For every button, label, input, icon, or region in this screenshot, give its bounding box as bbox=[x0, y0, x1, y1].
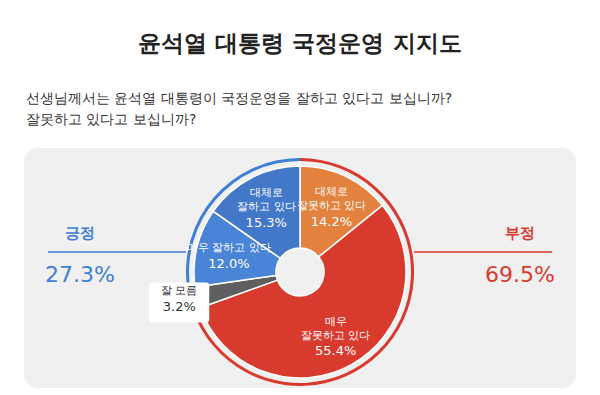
svg-text:대체로: 대체로 bbox=[250, 186, 283, 199]
html-text:잘못하고 있다고 보십니까?: 잘못하고 있다고 보십니까? bbox=[26, 111, 197, 127]
svg-text:긍정: 긍정 bbox=[65, 224, 95, 242]
svg-text:12.0%: 12.0% bbox=[208, 256, 249, 271]
svg-text:55.4%: 55.4% bbox=[315, 343, 356, 358]
svg-text:잘 모름: 잘 모름 bbox=[161, 284, 198, 297]
svg-text:매우: 매우 bbox=[325, 315, 347, 328]
html-text:윤석열 대통령 국정운영 지지도: 윤석열 대통령 국정운영 지지도 bbox=[138, 30, 462, 56]
svg-text:잘못하고 있다: 잘못하고 있다 bbox=[297, 199, 366, 212]
svg-text:15.3%: 15.3% bbox=[246, 215, 287, 230]
svg-text:매우 잘하고 있다: 매우 잘하고 있다 bbox=[187, 241, 271, 254]
svg-text:27.3%: 27.3% bbox=[45, 262, 115, 287]
svg-text:대체로: 대체로 bbox=[315, 185, 348, 198]
svg-text:잘하고 있다: 잘하고 있다 bbox=[237, 200, 295, 213]
svg-text:69.5%: 69.5% bbox=[485, 262, 555, 287]
svg-text:잘못하고 있다: 잘못하고 있다 bbox=[301, 329, 371, 342]
html-text:선생님께서는 윤석열 대통령이 국정운영을 잘하고 있다고: 선생님께서는 윤석열 대통령이 국정운영을 잘하고 있다고 보십니까? bbox=[26, 90, 453, 106]
svg-text:14.2%: 14.2% bbox=[311, 214, 352, 229]
svg-text:부정: 부정 bbox=[505, 224, 535, 242]
svg-text:3.2%: 3.2% bbox=[163, 299, 196, 314]
